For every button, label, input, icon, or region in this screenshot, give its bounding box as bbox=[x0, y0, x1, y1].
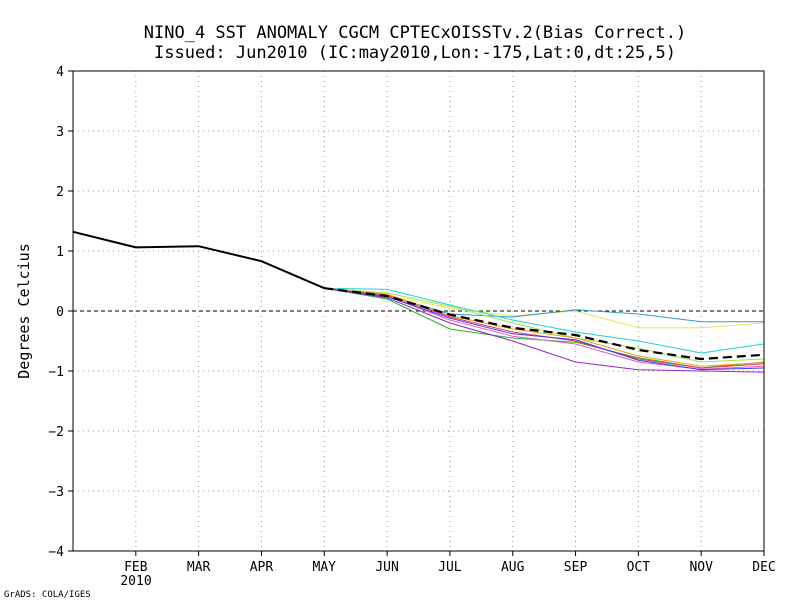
series-line-member-7 bbox=[324, 287, 765, 373]
credit-label: GrADS: COLA/IGES bbox=[4, 590, 91, 600]
y-tick-label: 2 bbox=[56, 185, 64, 200]
y-tick-label: −1 bbox=[48, 365, 64, 380]
chart-title: NINO_4 SST ANOMALY CGCM CPTECxOISSTv.2(B… bbox=[144, 23, 686, 43]
grid bbox=[73, 71, 764, 551]
series-line-member-3 bbox=[324, 287, 765, 354]
year-label: 2010 bbox=[120, 574, 151, 589]
ensemble-mean-line bbox=[324, 287, 765, 361]
x-tick-label: AUG bbox=[501, 560, 525, 575]
chart-subtitle: Issued: Jun2010 (IC:may2010,Lon:-175,Lat… bbox=[154, 43, 676, 63]
x-tick-label: JUL bbox=[438, 560, 462, 575]
y-ticks: 4 3 2 1 0 −1 −2 −3 −4 bbox=[48, 65, 73, 560]
plot-area bbox=[72, 230, 765, 373]
y-tick-label: 3 bbox=[56, 125, 64, 140]
x-tick-label: APR bbox=[250, 560, 274, 575]
series-line-member-9 bbox=[324, 287, 765, 367]
y-tick-label: 1 bbox=[56, 245, 64, 260]
x-tick-label: SEP bbox=[564, 560, 588, 575]
x-tick-label: MAY bbox=[313, 560, 337, 575]
y-tick-label: −4 bbox=[48, 545, 64, 560]
x-tick-label: NOV bbox=[689, 560, 713, 575]
y-tick-label: 4 bbox=[56, 65, 64, 80]
x-tick-label: OCT bbox=[627, 560, 651, 575]
y-tick-label: −3 bbox=[48, 485, 64, 500]
y-tick-label: −2 bbox=[48, 425, 64, 440]
x-tick-label: FEB bbox=[124, 560, 148, 575]
y-axis-label: Degrees Celcius bbox=[15, 243, 33, 378]
x-tick-label: DEC bbox=[752, 560, 775, 575]
observed-line bbox=[72, 230, 325, 290]
y-tick-label: 0 bbox=[56, 305, 64, 320]
x-tick-label: JUN bbox=[375, 560, 398, 575]
x-ticks: FEB MAR APR MAY JUN JUL AUG SEP OCT NOV DEC bbox=[124, 551, 776, 575]
x-tick-label: MAR bbox=[187, 560, 211, 575]
